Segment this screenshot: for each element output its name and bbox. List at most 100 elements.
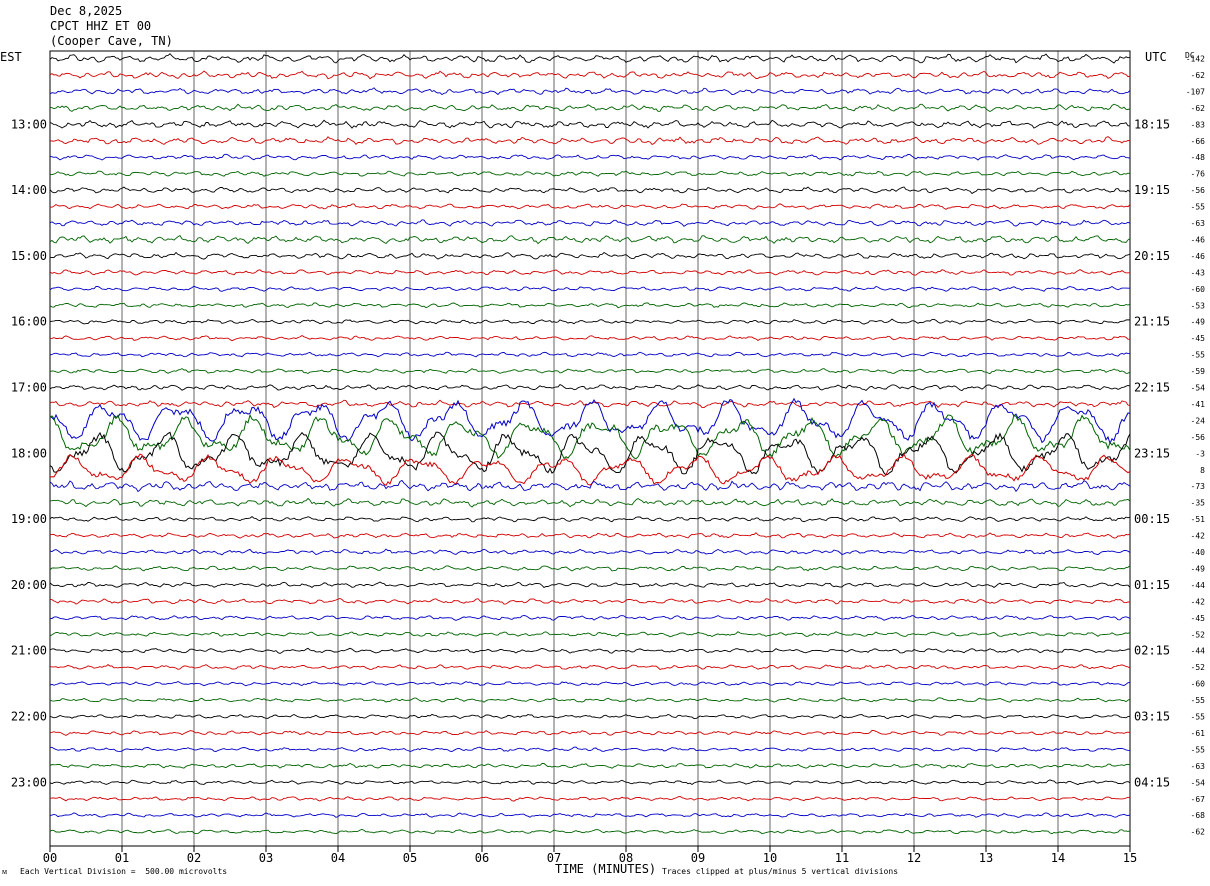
left-hour-label: 15:00 — [11, 249, 47, 263]
right-hour-label: 18:15 — [1134, 117, 1170, 131]
header-date: Dec 8,2025 — [50, 4, 123, 18]
seismic-trace — [49, 219, 1131, 227]
dc-offset-label: -68 — [1191, 811, 1206, 820]
seismic-trace — [49, 285, 1130, 292]
dc-offset-label: -55 — [1191, 745, 1206, 754]
dc-offset-label: -62 — [1191, 104, 1206, 113]
dc-offset-label: -59 — [1191, 367, 1206, 376]
x-tick-label: 02 — [187, 851, 201, 865]
seismic-trace — [49, 697, 1131, 703]
seismic-trace — [49, 235, 1131, 245]
dc-offset-label: -53 — [1191, 301, 1206, 310]
right-hour-label: 01:15 — [1134, 578, 1170, 592]
seismic-trace — [49, 615, 1131, 621]
right-hour-label: 23:15 — [1134, 446, 1170, 460]
dc-offset-label: -45 — [1191, 334, 1206, 343]
header-station: CPCT HHZ ET 00 — [50, 19, 152, 33]
seismic-trace — [49, 812, 1131, 818]
dc-offset-label: -55 — [1191, 696, 1206, 705]
right-hour-label: 21:15 — [1134, 315, 1170, 329]
dc-offset-label: -63 — [1191, 219, 1206, 228]
seismic-trace — [49, 203, 1131, 210]
left-timezone-label: EST — [0, 50, 22, 64]
plot-grid — [49, 50, 1131, 852]
dc-offset-label: -60 — [1191, 285, 1206, 294]
x-tick-label: 15 — [1123, 851, 1137, 865]
dc-offset-label: -55 — [1191, 203, 1206, 212]
seismic-trace — [49, 647, 1131, 654]
seismic-trace — [49, 497, 1131, 508]
x-tick-label: 13 — [979, 851, 993, 865]
right-hour-label: 03:15 — [1134, 710, 1170, 724]
seismic-trace — [49, 795, 1131, 802]
dc-offset-label: -44 — [1191, 581, 1206, 590]
dc-offset-label: -66 — [1191, 137, 1206, 146]
dc-offset-label: -49 — [1191, 564, 1206, 573]
right-hour-label: 02:15 — [1134, 644, 1170, 658]
left-hour-label: 16:00 — [11, 315, 47, 329]
x-tick-label: 05 — [403, 851, 417, 865]
right-timezone-label: UTC — [1145, 50, 1167, 64]
left-hour-label: 22:00 — [11, 710, 47, 724]
x-tick-label: 00 — [43, 851, 57, 865]
seismic-trace — [49, 713, 1131, 720]
dc-offset-label: -52 — [1191, 630, 1206, 639]
seismic-trace — [49, 399, 1131, 409]
seismic-trace — [49, 532, 1131, 539]
x-tick-label: 09 — [691, 851, 705, 865]
dc-offset-label: -63 — [1191, 762, 1206, 771]
seismic-trace — [49, 269, 1130, 276]
dc-offset-label: -41 — [1191, 400, 1206, 409]
left-hour-label: 19:00 — [11, 512, 47, 526]
dc-offset-label: -67 — [1191, 795, 1206, 804]
x-tick-label: 12 — [907, 851, 921, 865]
dc-offset-label: -48 — [1191, 153, 1206, 162]
seismic-trace — [49, 516, 1131, 523]
dc-offset-label: -76 — [1191, 170, 1206, 179]
right-hour-label: 22:15 — [1134, 381, 1170, 395]
dc-offset-label: -52 — [1191, 663, 1206, 672]
seismic-trace — [49, 119, 1131, 129]
seismic-trace — [49, 598, 1131, 605]
dc-offset-label: -107 — [1186, 87, 1205, 96]
seismic-trace — [49, 413, 1131, 460]
dc-offset-label: -56 — [1191, 433, 1206, 442]
dc-offset-label: -73 — [1191, 482, 1206, 491]
seismic-trace — [49, 351, 1131, 358]
seismic-trace — [49, 53, 1131, 64]
left-hour-label: 14:00 — [11, 183, 47, 197]
dc-offset-label: -40 — [1191, 548, 1206, 557]
seismic-trace — [49, 828, 1131, 835]
seismic-trace — [49, 70, 1131, 80]
seismic-trace — [49, 779, 1131, 786]
seismic-trace — [49, 453, 1131, 487]
dc-offset-label: -62 — [1191, 71, 1206, 80]
x-tick-label: 10 — [763, 851, 777, 865]
seismic-trace — [49, 302, 1131, 309]
seismic-trace — [49, 318, 1131, 325]
dc-offset-label: -42 — [1191, 597, 1206, 606]
x-tick-label: 04 — [331, 851, 345, 865]
scale-note: Each Vertical Division = 500.00 microvol… — [20, 867, 228, 876]
left-hour-label: 21:00 — [11, 644, 47, 658]
seismic-trace — [49, 746, 1131, 752]
right-hour-label: 20:15 — [1134, 249, 1170, 263]
right-hour-label: 04:15 — [1134, 775, 1170, 789]
seismic-trace — [49, 565, 1131, 572]
dc-offset-label: -55 — [1191, 351, 1206, 360]
x-tick-label: 06 — [475, 851, 489, 865]
dc-offset-label: -3 — [1195, 449, 1205, 458]
seismic-trace — [49, 186, 1131, 195]
seismic-trace — [49, 762, 1131, 769]
dc-offset-label: -60 — [1191, 680, 1206, 689]
seismic-trace — [49, 397, 1131, 445]
dc-offset-label: -62 — [1191, 828, 1206, 837]
header-location: (Cooper Cave, TN) — [50, 34, 173, 48]
seismic-trace — [49, 103, 1131, 113]
scale-marker-icon: ᴍ — [2, 867, 8, 876]
clip-note: Traces clipped at plus/minus 5 vertical … — [662, 867, 899, 876]
seismic-trace — [49, 431, 1131, 476]
dc-offset-label: -51 — [1191, 515, 1206, 524]
plot-frame — [49, 50, 1131, 847]
